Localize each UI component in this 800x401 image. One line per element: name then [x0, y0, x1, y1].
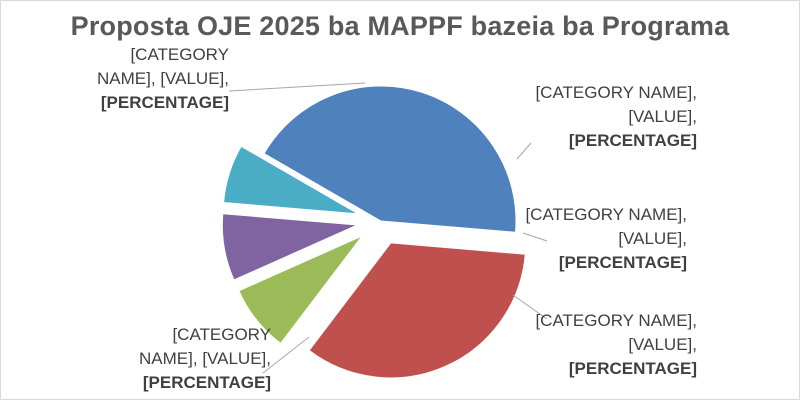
- data-label-value: [VALUE]: [202, 349, 267, 368]
- data-label-percentage: [PERCENTAGE]: [568, 359, 697, 378]
- data-label-5: [CATEGORY NAME], [VALUE], [PERCENTAGE]: [535, 311, 697, 378]
- data-label-2: [CATEGORY NAME], [VALUE], [PERCENTAGE]: [97, 45, 229, 112]
- data-label-category: [CATEGORY NAME]: [97, 45, 229, 88]
- leader-line-3: [516, 142, 532, 160]
- leader-line-2: [228, 82, 366, 92]
- leader-line-5: [512, 294, 548, 320]
- data-label-value: [VALUE]: [628, 107, 693, 126]
- data-label-percentage: [PERCENTAGE]: [568, 131, 697, 150]
- data-label-category: [CATEGORY NAME]: [535, 311, 693, 330]
- pie-slice-1: [263, 85, 517, 233]
- chart-title: Proposta OJE 2025 ba MAPPF bazeia ba Pro…: [70, 11, 730, 41]
- data-label-percentage: [PERCENTAGE]: [558, 253, 687, 272]
- data-label-1: [CATEGORY NAME], [VALUE], [PERCENTAGE]: [139, 325, 271, 392]
- pie-slice-3: [238, 235, 363, 345]
- data-label-percentage: [PERCENTAGE]: [142, 373, 271, 392]
- data-label-category: [CATEGORY NAME]: [525, 205, 683, 224]
- data-label-category: [CATEGORY NAME]: [535, 83, 693, 102]
- pie-slice-2: [308, 242, 526, 379]
- data-label-value: [VALUE]: [628, 335, 693, 354]
- data-label-value: [VALUE]: [160, 69, 225, 88]
- pie-slice-5: [223, 145, 359, 215]
- pie-slice-4: [221, 213, 358, 281]
- data-label-3: [CATEGORY NAME], [VALUE], [PERCENTAGE]: [535, 83, 697, 150]
- leader-line-4: [522, 232, 548, 242]
- data-label-category: [CATEGORY NAME]: [139, 325, 271, 368]
- data-label-4: [CATEGORY NAME], [VALUE], [PERCENTAGE]: [525, 205, 687, 272]
- data-label-value: [VALUE]: [618, 229, 683, 248]
- data-label-percentage: [PERCENTAGE]: [100, 93, 229, 112]
- leader-line-1: [262, 336, 310, 374]
